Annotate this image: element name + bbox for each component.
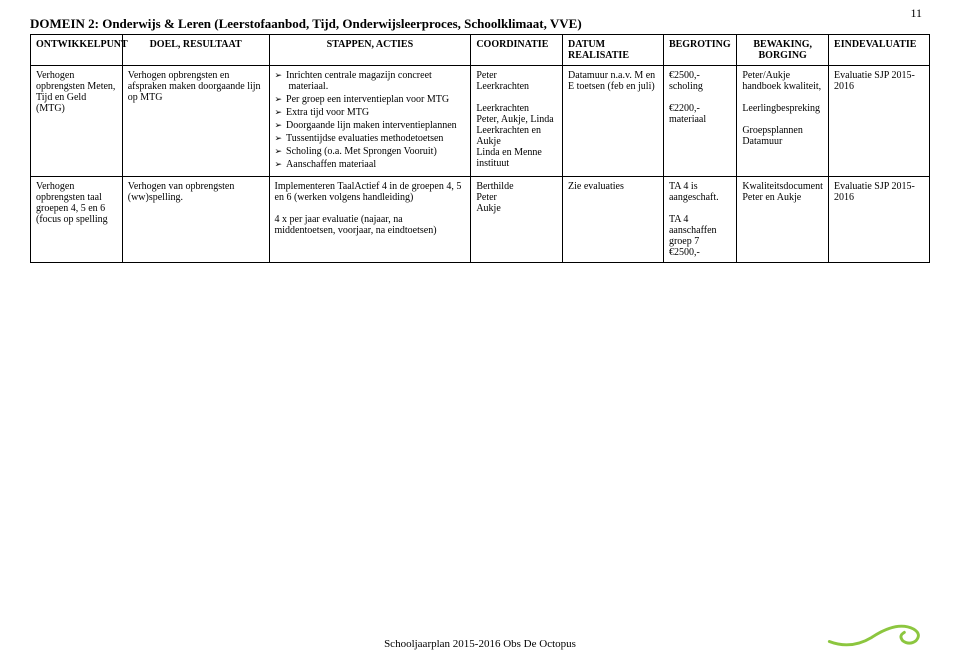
cell-ontwikkelpunt: Verhogen opbrengsten Meten, Tijd en Geld… (31, 66, 123, 177)
domein-title: DOMEIN 2: Onderwijs & Leren (Leerstofaan… (30, 16, 930, 32)
cell-coordinatie: Peter Leerkrachten Leerkrachten Peter, A… (471, 66, 563, 177)
plan-table: ONTWIKKELPUNT DOEL, RESULTAAT STAPPEN, A… (30, 34, 930, 263)
list-item: Per groep een interventieplan voor MTG (289, 94, 466, 105)
cell-stappen: Inrichten centrale magazijn concreet mat… (269, 66, 471, 177)
page-number: 11 (910, 6, 922, 21)
list-item: Aanschaffen materiaal (289, 159, 466, 170)
col-bewaking: BEWAKING, BORGING (737, 35, 829, 66)
col-stappen: STAPPEN, ACTIES (269, 35, 471, 66)
page-container: 11 DOMEIN 2: Onderwijs & Leren (Leerstof… (0, 0, 960, 263)
list-item: Tussentijdse evaluaties methodetoetsen (289, 133, 466, 144)
list-item: Scholing (o.a. Met Sprongen Vooruit) (289, 146, 466, 157)
col-begroting: BEGROTING (663, 35, 736, 66)
col-datum: DATUM REALISATIE (563, 35, 664, 66)
cell-bewaking: Peter/Aukje handboek kwaliteit, Leerling… (737, 66, 829, 177)
logo-swirl-icon (826, 604, 926, 654)
col-ontwikkelpunt: ONTWIKKELPUNT (31, 35, 123, 66)
cell-datum: Datamuur n.a.v. M en E toetsen (feb en j… (563, 66, 664, 177)
cell-datum: Zie evaluaties (563, 177, 664, 263)
col-doel: DOEL, RESULTAAT (122, 35, 269, 66)
list-item: Doorgaande lijn maken interventieplannen (289, 120, 466, 131)
cell-bewaking: Kwaliteitsdocument Peter en Aukje (737, 177, 829, 263)
col-coordinatie: COORDINATIE (471, 35, 563, 66)
cell-begroting: TA 4 is aangeschaft. TA 4 aanschaffen gr… (663, 177, 736, 263)
cell-doel: Verhogen van opbrengsten (ww)spelling. (122, 177, 269, 263)
table-row: Verhogen opbrengsten Meten, Tijd en Geld… (31, 66, 930, 177)
cell-eindevaluatie: Evaluatie SJP 2015-2016 (829, 177, 930, 263)
cell-doel: Verhogen opbrengsten en afspraken maken … (122, 66, 269, 177)
table-header-row: ONTWIKKELPUNT DOEL, RESULTAAT STAPPEN, A… (31, 35, 930, 66)
page-footer: Schooljaarplan 2015-2016 Obs De Octopus (0, 638, 960, 650)
stappen-list: Inrichten centrale magazijn concreet mat… (275, 70, 466, 170)
list-item: Extra tijd voor MTG (289, 107, 466, 118)
table-row: Verhogen opbrengsten taal groepen 4, 5 e… (31, 177, 930, 263)
cell-coordinatie: Berthilde Peter Aukje (471, 177, 563, 263)
list-item: Inrichten centrale magazijn concreet mat… (289, 70, 466, 92)
col-eindevaluatie: EINDEVALUATIE (829, 35, 930, 66)
cell-begroting: €2500,- scholing €2200,- materiaal (663, 66, 736, 177)
cell-stappen: Implementeren TaalActief 4 in de groepen… (269, 177, 471, 263)
cell-ontwikkelpunt: Verhogen opbrengsten taal groepen 4, 5 e… (31, 177, 123, 263)
cell-eindevaluatie: Evaluatie SJP 2015-2016 (829, 66, 930, 177)
